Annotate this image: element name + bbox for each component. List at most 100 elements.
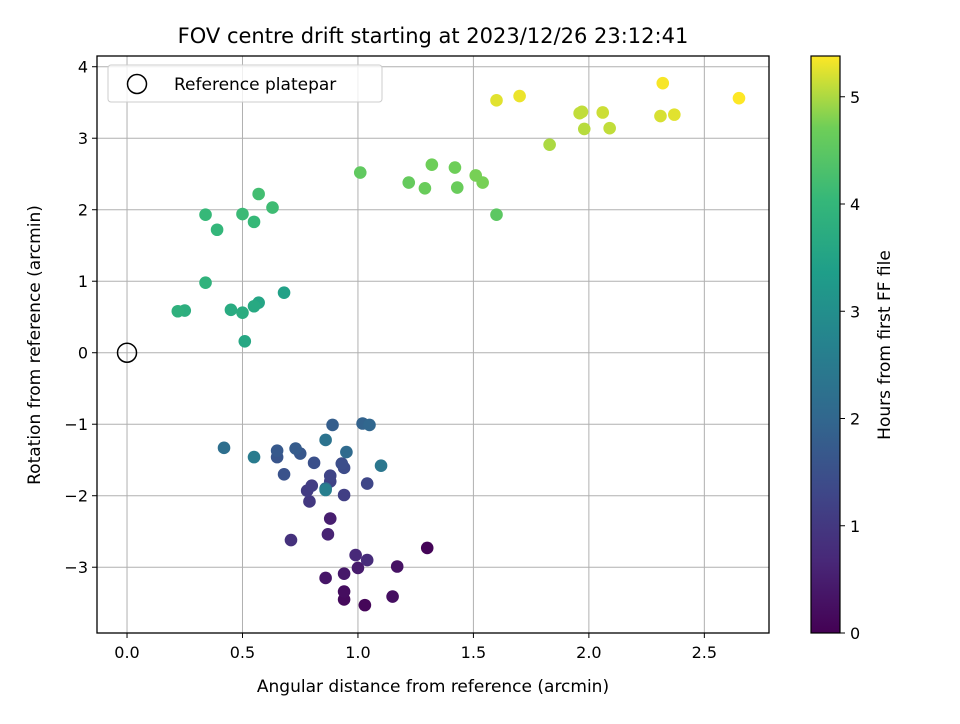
data-point	[490, 94, 503, 107]
data-point	[247, 299, 261, 313]
data-point	[284, 533, 298, 547]
data-point	[335, 457, 349, 470]
data-point	[448, 161, 462, 174]
colorbar-tick-label: 5	[850, 88, 860, 107]
data-point	[476, 176, 489, 189]
data-point	[351, 561, 365, 575]
data-point	[319, 571, 332, 585]
data-point	[732, 91, 746, 105]
colorbar-tick-label: 3	[850, 302, 860, 321]
x-tick-label: 2.0	[576, 643, 601, 662]
data-point	[402, 176, 416, 189]
data-point	[305, 479, 319, 493]
data-point	[418, 181, 432, 195]
data-point	[340, 445, 353, 459]
y-tick-label: −1	[64, 415, 88, 434]
data-point	[349, 548, 362, 562]
data-point	[360, 553, 374, 567]
data-point	[596, 106, 610, 119]
data-point	[363, 418, 376, 432]
colorbar-tick-label: 1	[850, 517, 860, 536]
y-tick-label: 3	[78, 129, 88, 148]
data-point	[353, 166, 367, 179]
data-point	[199, 208, 212, 222]
data-point	[323, 512, 337, 525]
data-points	[171, 76, 746, 612]
data-point	[668, 108, 681, 121]
colorbar-ticks: 0 1 2 3 4 5	[840, 88, 860, 643]
data-point	[513, 89, 526, 103]
y-axis-label: Rotation from reference (arcmin)	[25, 205, 45, 485]
data-point	[252, 187, 265, 201]
data-point	[277, 286, 291, 299]
data-point	[199, 276, 212, 289]
data-point	[656, 76, 670, 90]
data-point	[420, 541, 434, 555]
data-point	[654, 109, 667, 123]
x-tick-label: 0.0	[114, 643, 139, 662]
data-point	[360, 477, 374, 490]
colorbar: 0 1 2 3 4 5 Hours from first FF file	[810, 55, 895, 643]
data-point	[425, 158, 439, 171]
data-point	[289, 442, 302, 455]
data-point	[266, 201, 279, 214]
data-point	[321, 528, 335, 541]
legend-box	[107, 64, 383, 103]
data-point	[307, 456, 321, 470]
chart-title: FOV centre drift starting at 2023/12/26 …	[178, 24, 689, 48]
data-point	[247, 215, 261, 229]
data-point	[323, 469, 337, 483]
data-point	[490, 208, 503, 222]
data-point	[386, 590, 399, 603]
data-point	[238, 334, 252, 348]
data-point	[450, 181, 464, 194]
y-tick-label: 1	[78, 272, 88, 291]
x-tick-label: 2.5	[692, 643, 717, 662]
y-tick-label: −2	[64, 487, 88, 506]
data-point	[277, 467, 291, 481]
x-axis-ticks: 0.0 0.5 1.0 1.5 2.0 2.5	[114, 633, 717, 662]
data-point	[390, 560, 404, 573]
data-point	[577, 122, 591, 136]
data-point	[171, 304, 185, 318]
reference-platepar-marker	[116, 342, 138, 363]
data-point	[374, 459, 388, 472]
plot-frame	[96, 55, 770, 634]
data-point	[337, 567, 351, 580]
data-point	[575, 105, 589, 119]
legend: Reference platepar	[107, 64, 383, 103]
data-point	[236, 306, 249, 319]
colorbar-tick-label: 0	[850, 624, 860, 643]
x-tick-label: 0.5	[230, 643, 255, 662]
data-point	[319, 433, 332, 447]
data-point	[603, 121, 616, 135]
y-axis-ticks: −3 −2 −1 0 1 2 3 4	[64, 58, 97, 577]
colorbar-tick-label: 4	[850, 195, 860, 214]
data-point	[217, 441, 231, 455]
data-point	[358, 598, 372, 612]
colorbar-label: Hours from first FF file	[875, 250, 895, 440]
data-point	[303, 495, 316, 508]
x-axis-label: Angular distance from reference (arcmin)	[257, 677, 609, 697]
data-point	[236, 207, 249, 221]
data-point	[247, 450, 261, 464]
data-point	[543, 138, 556, 151]
data-point	[224, 303, 238, 317]
colorbar-tick-label: 2	[850, 410, 860, 429]
x-tick-label: 1.5	[461, 643, 486, 662]
data-point	[210, 223, 224, 237]
data-point	[337, 488, 351, 502]
data-point	[337, 585, 351, 598]
colorbar-gradient	[810, 55, 841, 634]
legend-marker-open-circle	[126, 73, 148, 95]
y-tick-label: 4	[78, 58, 88, 77]
data-point	[270, 444, 284, 457]
y-tick-label: −3	[64, 558, 88, 577]
legend-entry-label: Reference platepar	[174, 75, 336, 95]
data-point	[326, 418, 339, 432]
y-tick-label: 0	[78, 344, 88, 363]
data-point	[319, 483, 332, 497]
y-tick-label: 2	[78, 201, 88, 220]
